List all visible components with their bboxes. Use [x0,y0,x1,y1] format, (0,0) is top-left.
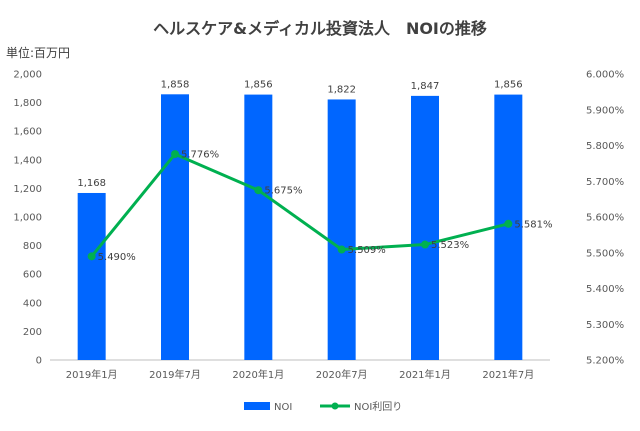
noi-yield-line [87,150,513,261]
right-tick-label: 5.200% [586,356,624,367]
x-tick-label: 2019年7月 [149,368,201,381]
right-tick-label: 5.900% [586,105,624,116]
noi-yield-polyline [90,152,509,258]
noi-yield-point [254,186,263,195]
right-tick-label: 5.300% [586,320,624,331]
noi-yield-label: 5.675% [264,186,302,197]
noi-bar-label: 1,856 [244,80,273,91]
right-tick-label: 5.800% [586,141,624,152]
noi-bar [244,94,273,360]
noi-bar-label: 1,168 [77,178,106,189]
legend-label-yield: NOI利回り [354,401,402,413]
noi-yield-point [504,219,513,228]
noi-bar-labels: 1,168 1,858 1,856 1,822 1,847 1,856 [77,79,522,189]
right-tick-label: 5.400% [586,284,624,295]
left-tick-label: 800 [23,241,42,252]
x-tick-label: 2020年1月 [232,368,284,381]
x-tick-label: 2021年7月 [482,368,534,381]
noi-yield-point [87,252,96,261]
left-tick-label: 0 [36,356,42,367]
left-tick-label: 1,400 [13,155,42,166]
right-tick-label: 5.500% [586,248,624,259]
noi-yield-point [337,245,346,254]
noi-yield-point [171,150,179,159]
x-axis: 2019年1月 2019年7月 2020年1月 2020年7月 2021年1月 2021年… [50,359,550,381]
legend-swatch-noi [244,402,270,410]
noi-bar [77,192,106,360]
noi-yield-labels: 5.490% 5.776% 5.675% 5.509% 5.523% 5.581% [98,150,553,263]
legend-swatch-yield-marker [331,402,339,410]
left-tick-label: 400 [23,298,42,309]
noi-bar [411,95,439,360]
x-tick-label: 2020年7月 [316,368,368,381]
noi-yield-label: 5.509% [348,245,386,256]
noi-bar [327,99,356,360]
right-tick-label: 6.000% [586,70,624,81]
legend: NOI NOI利回り [244,401,402,413]
left-axis: 0 200 400 600 800 1,000 1,200 1,400 1,600 1,800 2,… [13,70,42,367]
left-tick-label: 600 [23,270,42,281]
noi-bar-label: 1,858 [161,79,190,90]
noi-bars [77,94,523,360]
noi-bar-label: 1,856 [494,80,523,91]
noi-bar-label: 1,847 [411,81,440,92]
noi-yield-point [421,240,429,249]
noi-yield-label: 5.490% [98,252,136,263]
left-tick-label: 1,200 [13,184,42,195]
noi-yield-label: 5.776% [181,150,219,161]
left-tick-label: 1,800 [13,98,42,109]
left-tick-label: 1,600 [13,127,42,138]
right-tick-label: 5.600% [586,213,624,224]
chart-title: ヘルスケア&メディカル投資法人 NOIの推移 [153,19,487,38]
noi-bar [161,94,189,360]
x-tick-label: 2019年1月 [66,368,118,381]
left-tick-label: 1,000 [13,213,42,224]
legend-label-noi: NOI [274,402,292,413]
noi-yield-label: 5.523% [431,240,469,251]
noi-bar-label: 1,822 [327,84,356,95]
right-axis: 5.200% 5.300% 5.400% 5.500% 5.600% 5.700% 5.80… [586,70,624,367]
x-tick-label: 2021年1月 [399,368,451,381]
right-tick-label: 5.700% [586,177,624,188]
noi-yield-label: 5.581% [514,219,552,230]
left-tick-label: 200 [23,327,42,338]
unit-label: 単位:百万円 [6,45,70,60]
left-tick-label: 2,000 [13,70,42,81]
